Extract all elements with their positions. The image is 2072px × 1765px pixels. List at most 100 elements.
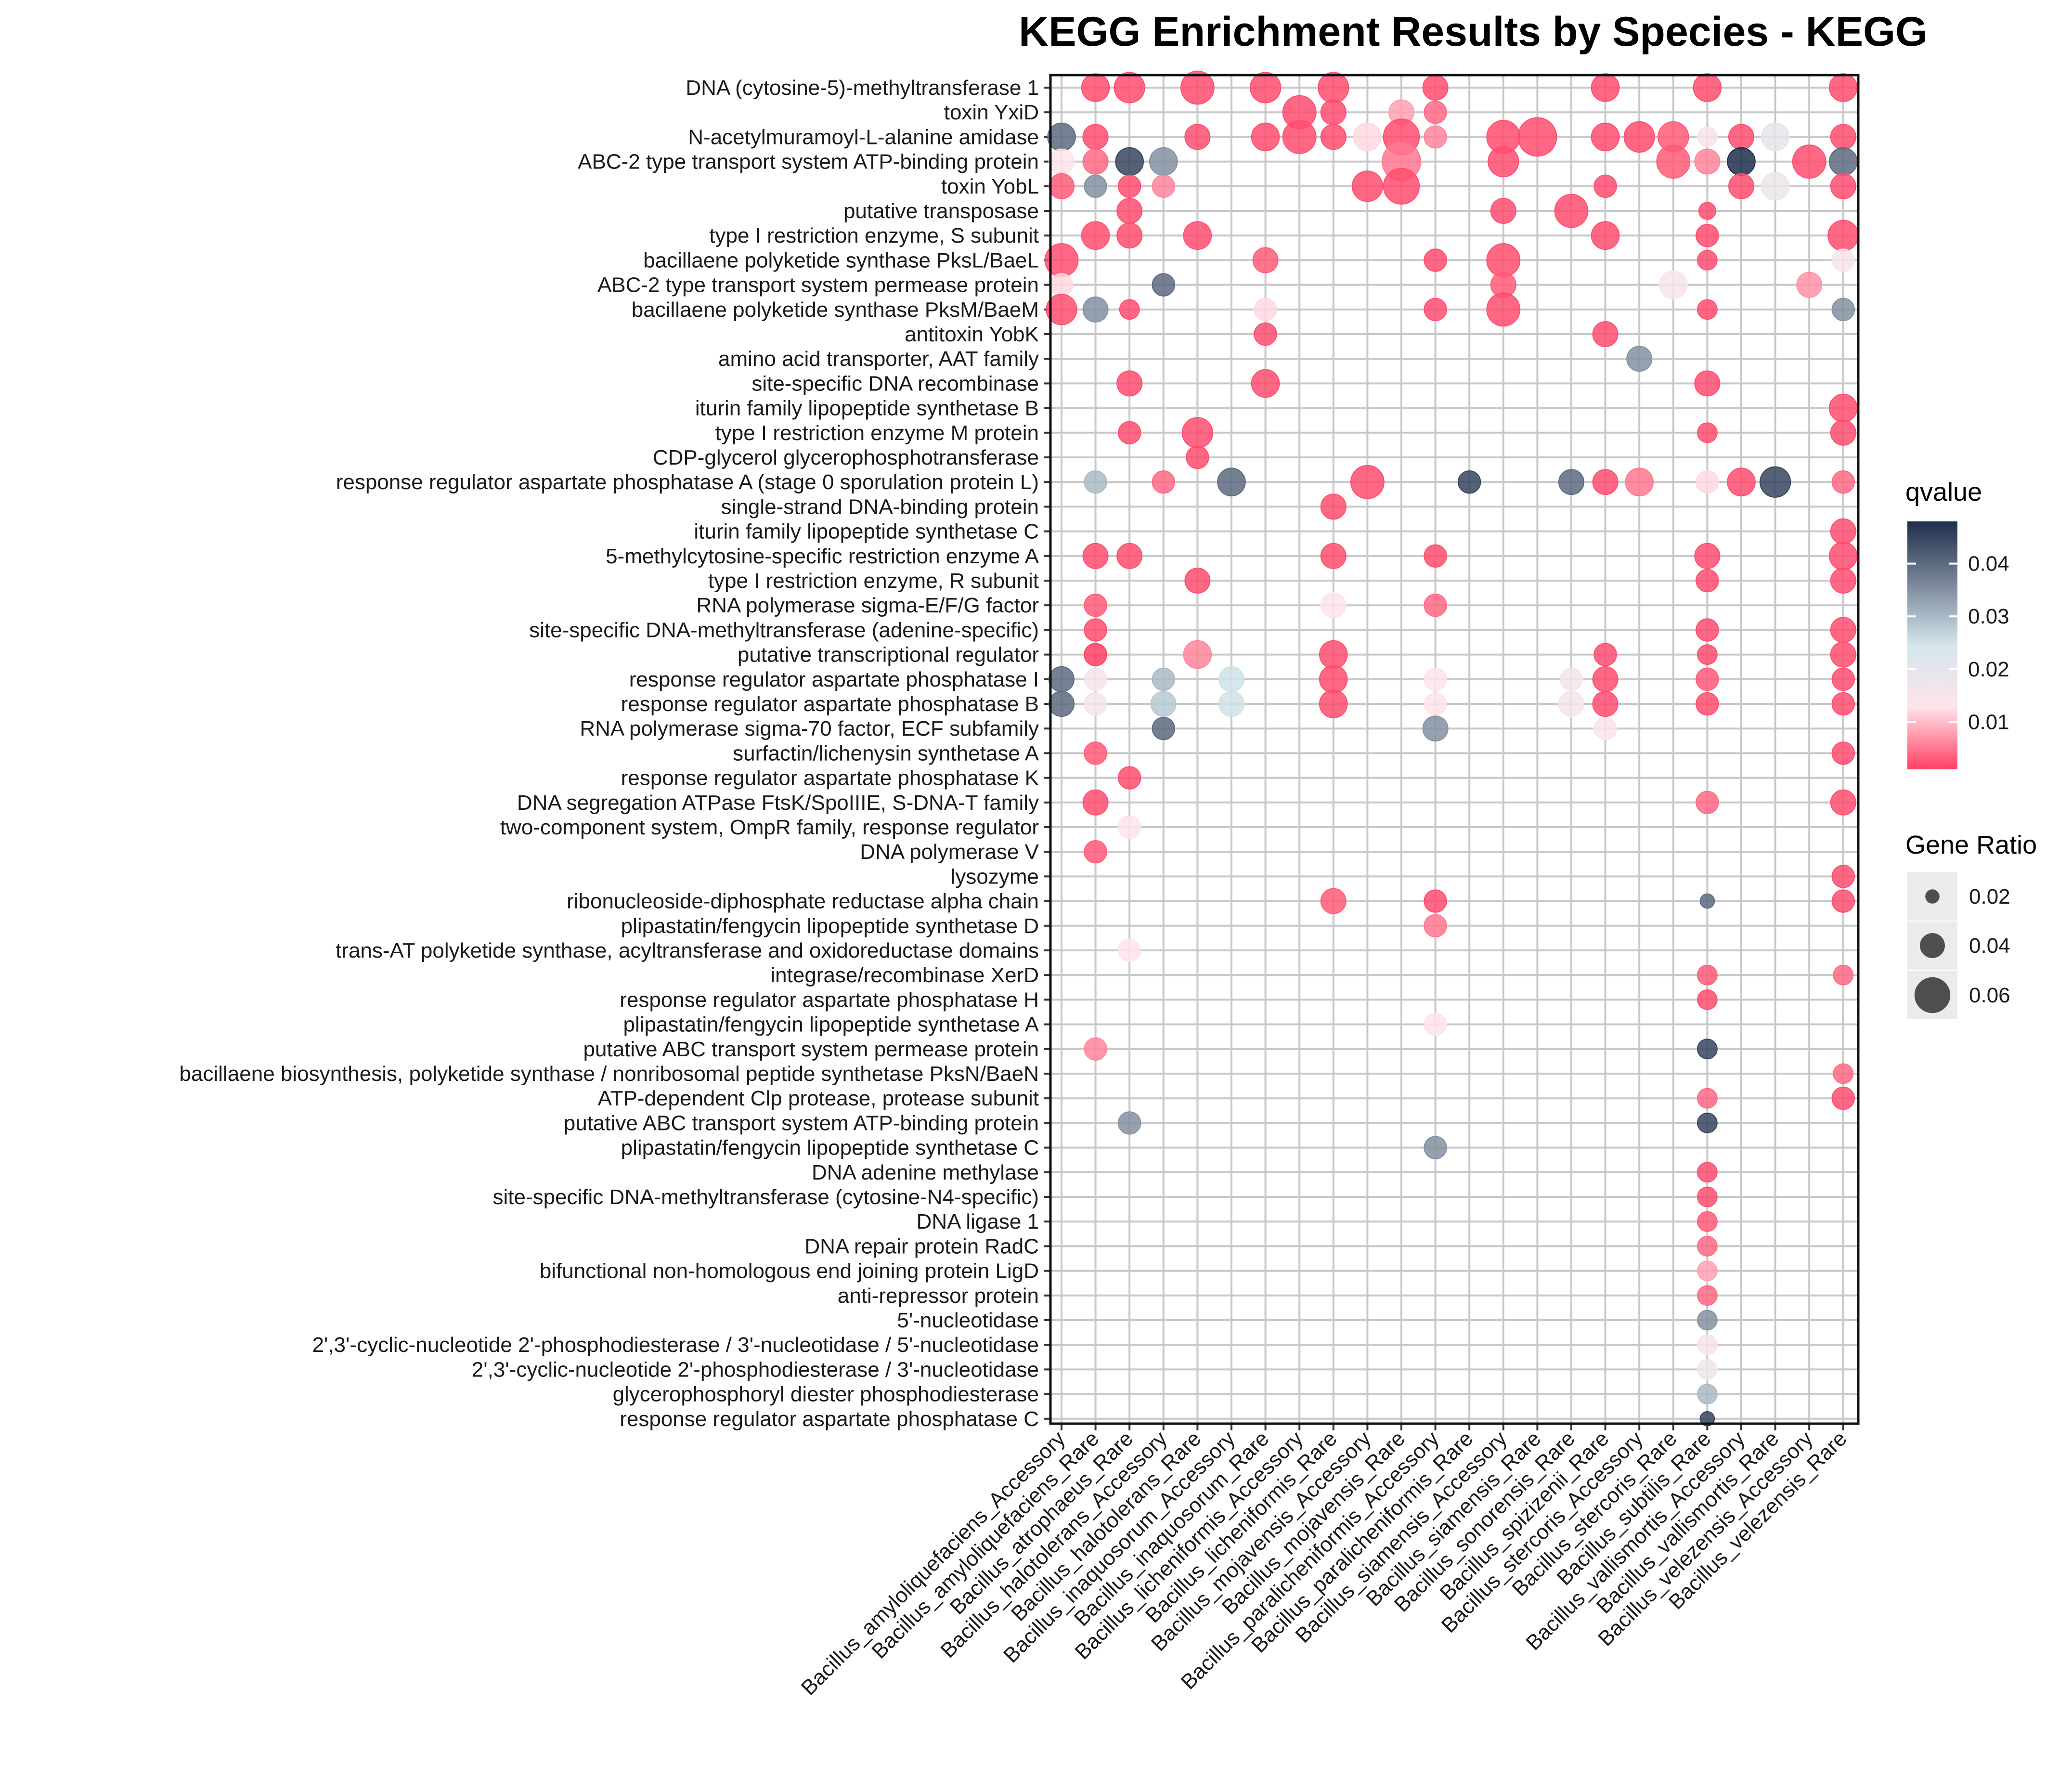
data-point [1697, 1186, 1718, 1207]
y-tick-label: ATP-dependent Clp protease, protease sub… [598, 1087, 1039, 1110]
data-point [1250, 72, 1282, 104]
data-point [1152, 717, 1176, 740]
data-point [1693, 73, 1722, 102]
data-point [1697, 127, 1718, 147]
y-tick-label: RNA polymerase sigma-E/F/G factor [696, 594, 1039, 617]
y-tick-label: putative ABC transport system permease p… [583, 1038, 1039, 1061]
data-point [1424, 889, 1447, 913]
data-point [1696, 224, 1719, 247]
data-point [1696, 618, 1719, 642]
data-point [1320, 124, 1347, 150]
legend-size-label: 0.02 [1969, 885, 2010, 908]
panel-border [1049, 74, 1860, 1425]
y-tick-label: integrase/recombinase XerD [770, 963, 1039, 987]
y-tick-label: iturin family lipopeptide synthetase B [695, 397, 1039, 420]
y-tick-label: antitoxin YobK [905, 323, 1039, 346]
y-tick-label: DNA adenine methylase [812, 1161, 1039, 1184]
data-point [1831, 470, 1855, 494]
y-tick-label: type I restriction enzyme M protein [715, 421, 1039, 445]
y-tick-label: surfactin/lichenysin synthetase A [733, 741, 1039, 765]
data-point [1591, 221, 1620, 250]
data-point [1218, 691, 1244, 717]
y-tick-label: site-specific DNA-methyltransferase (cyt… [492, 1185, 1039, 1209]
data-point [1081, 73, 1110, 102]
y-tick-label: amino acid transporter, AAT family [718, 347, 1039, 371]
data-point [1696, 692, 1719, 716]
y-tick-label: putative transposase [843, 199, 1039, 223]
data-point [1517, 117, 1557, 157]
y-tick-label: bacillaene biosynthesis, polyketide synt… [180, 1062, 1039, 1086]
data-point [1320, 493, 1347, 520]
data-point [1697, 964, 1718, 986]
data-point [1422, 715, 1449, 742]
data-point [1217, 467, 1246, 497]
data-point [1115, 147, 1144, 176]
data-point [1152, 273, 1176, 297]
data-point [1761, 122, 1790, 152]
y-tick-label: 2',3'-cyclic-nucleotide 2'-phosphodieste… [312, 1333, 1039, 1357]
data-point [1696, 667, 1719, 691]
data-point [1116, 370, 1143, 397]
legend-size-label: 0.06 [1969, 984, 2010, 1007]
data-point [1623, 121, 1655, 153]
data-point [1558, 691, 1584, 717]
y-tick-label: DNA ligase 1 [917, 1210, 1039, 1233]
data-point [1656, 144, 1691, 179]
y-tick-label: bifunctional non-homologous end joining … [540, 1259, 1039, 1283]
y-axis: DNA (cytosine-5)-methyltransferase 1toxi… [180, 76, 1050, 1431]
data-point [1830, 518, 1856, 545]
data-point [1761, 172, 1790, 201]
data-point [1592, 321, 1619, 347]
data-point [1424, 544, 1447, 568]
data-point [1152, 174, 1176, 198]
y-tick-label: glycerophosphoryl diester phosphodiester… [613, 1383, 1039, 1406]
data-point [1422, 75, 1449, 101]
data-point [1830, 568, 1856, 594]
data-point [1152, 667, 1176, 691]
data-point [1558, 469, 1584, 495]
y-tick-label: bacillaene polyketide synthase PksL/BaeL [643, 248, 1039, 272]
data-point [1830, 419, 1856, 446]
y-tick-label: ribonucleoside-diphosphate reductase alp… [567, 890, 1039, 913]
data-point [1697, 1384, 1718, 1405]
data-point [1830, 617, 1856, 643]
data-point [1592, 469, 1619, 495]
data-point [1049, 173, 1075, 199]
data-point [1383, 168, 1420, 205]
data-point [1350, 465, 1385, 499]
data-point [1830, 124, 1856, 150]
data-point [1320, 592, 1347, 619]
data-point [1458, 470, 1481, 494]
legend-colorbar-label: 0.03 [1968, 605, 2009, 628]
data-point [1694, 370, 1721, 397]
y-tick-label: site-specific DNA recombinase [751, 372, 1039, 395]
y-tick-label: RNA polymerase sigma-70 factor, ECF subf… [580, 717, 1039, 740]
y-tick-label: response regulator aspartate phosphatase… [620, 988, 1039, 1012]
data-point [1150, 691, 1177, 717]
data-point [1084, 594, 1107, 617]
data-point [1697, 1038, 1718, 1060]
data-point [1181, 417, 1213, 449]
y-tick-label: plipastatin/fengycin lipopeptide synthet… [621, 1136, 1039, 1160]
legend-qvalue-title: qvalue [1905, 478, 1982, 506]
data-point [1084, 470, 1107, 494]
data-point [1554, 194, 1589, 228]
data-point [1320, 888, 1347, 914]
data-point [1728, 124, 1754, 150]
data-point [1353, 122, 1382, 152]
data-point [1049, 273, 1074, 297]
y-tick-label: anti-repressor protein [838, 1284, 1039, 1308]
data-point [1049, 666, 1075, 692]
data-point [1084, 741, 1107, 765]
data-point [1183, 640, 1212, 669]
data-point [1424, 298, 1447, 321]
data-point [1186, 445, 1209, 469]
data-point [1697, 299, 1718, 320]
data-point [1486, 292, 1521, 327]
y-tick-label: toxin YxiD [944, 101, 1039, 124]
data-point [1659, 270, 1688, 299]
data-point [1830, 173, 1856, 199]
data-point [1831, 741, 1855, 765]
data-point [1592, 691, 1619, 717]
y-tick-label: plipastatin/fengycin lipopeptide synthet… [621, 914, 1039, 938]
